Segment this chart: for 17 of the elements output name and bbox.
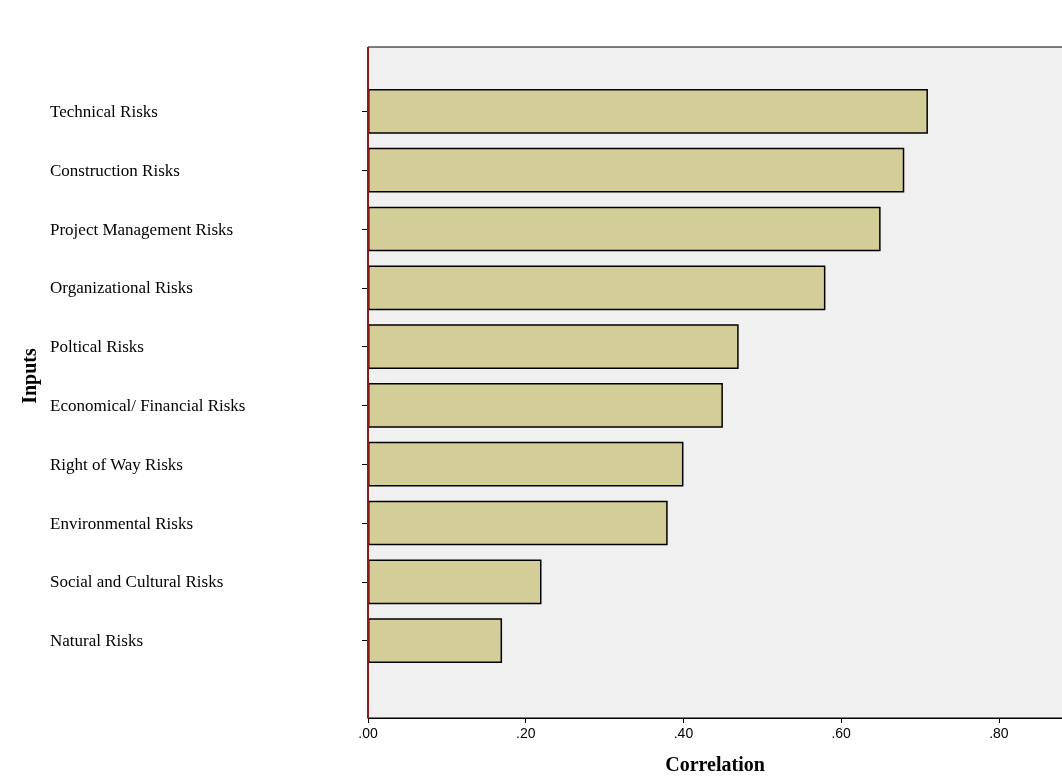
- x-tick-label: .40: [673, 725, 694, 741]
- x-tick-label: .00: [358, 725, 378, 741]
- y-tick-label: Economical/ Financial Risks: [50, 395, 246, 415]
- y-tick-label: Construction Risks: [50, 160, 180, 180]
- y-tick-label: Organizational Risks: [50, 278, 193, 298]
- y-tick-label: Social and Cultural Risks: [50, 572, 224, 592]
- x-axis-title: Correlation: [665, 753, 765, 775]
- x-tick-label: .60: [831, 725, 852, 741]
- y-tick-label: Natural Risks: [50, 631, 144, 651]
- x-tick-label: .80: [989, 725, 1009, 741]
- y-tick-label: Right of Way Risks: [50, 454, 183, 474]
- y-tick-label: Poltical Risks: [50, 337, 144, 357]
- y-axis-title: Inputs: [18, 347, 42, 404]
- y-tick-label: Project Management Risks: [50, 219, 234, 239]
- y-tick-label: Technical Risks: [50, 101, 158, 121]
- y-tick-label: Environmental Risks: [50, 513, 194, 533]
- x-tick-label: .20: [515, 725, 536, 741]
